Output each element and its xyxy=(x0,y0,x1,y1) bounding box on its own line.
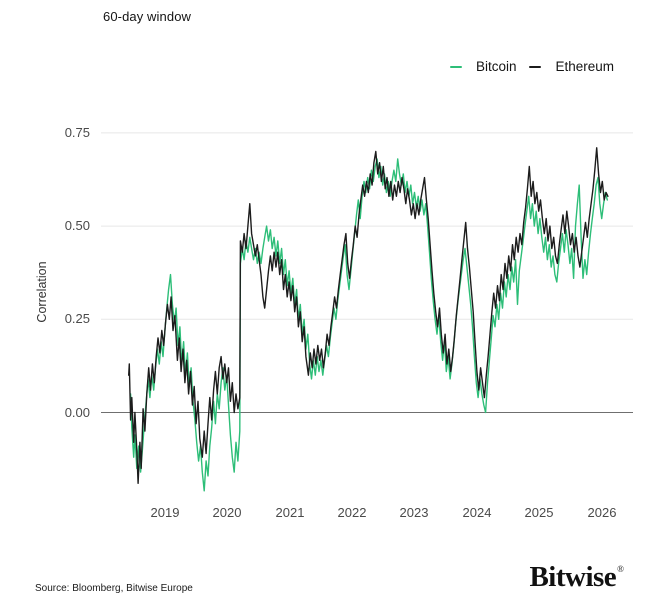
ethereum-line-swatch-icon xyxy=(529,65,542,68)
x-tick-2026: 2026 xyxy=(587,505,617,520)
x-tick-2023: 2023 xyxy=(399,505,429,520)
registered-trademark-icon: ® xyxy=(617,564,624,574)
y-tick-075: 0.75 xyxy=(64,125,90,140)
chart-title: 60-day window xyxy=(103,9,192,24)
legend-item-bitcoin: Bitcoin xyxy=(449,59,517,74)
x-tick-2021: 2021 xyxy=(275,505,305,520)
legend-item-ethereum: Ethereum xyxy=(529,59,614,74)
x-tick-2019: 2019 xyxy=(150,505,180,520)
legend-label-bitcoin: Bitcoin xyxy=(475,59,517,74)
legend-label-ethereum: Ethereum xyxy=(555,59,614,74)
chart-legend: Bitcoin Ethereum xyxy=(449,59,614,74)
bitwise-logo: Bitwise® xyxy=(529,561,624,594)
y-tick-000: 0.00 xyxy=(64,405,90,420)
x-tick-2025: 2025 xyxy=(524,505,554,520)
y-tick-025: 0.25 xyxy=(64,311,90,326)
x-tick-2024: 2024 xyxy=(462,505,492,520)
x-tick-2020: 2020 xyxy=(212,505,242,520)
x-tick-2022: 2022 xyxy=(337,505,367,520)
y-tick-050: 0.50 xyxy=(64,218,90,233)
bitcoin-line-swatch-icon xyxy=(449,65,462,68)
plot-area xyxy=(101,132,633,492)
source-note: Source: Bloomberg, Bitwise Europe xyxy=(35,583,193,594)
bitwise-logo-text: Bitwise xyxy=(529,561,617,593)
